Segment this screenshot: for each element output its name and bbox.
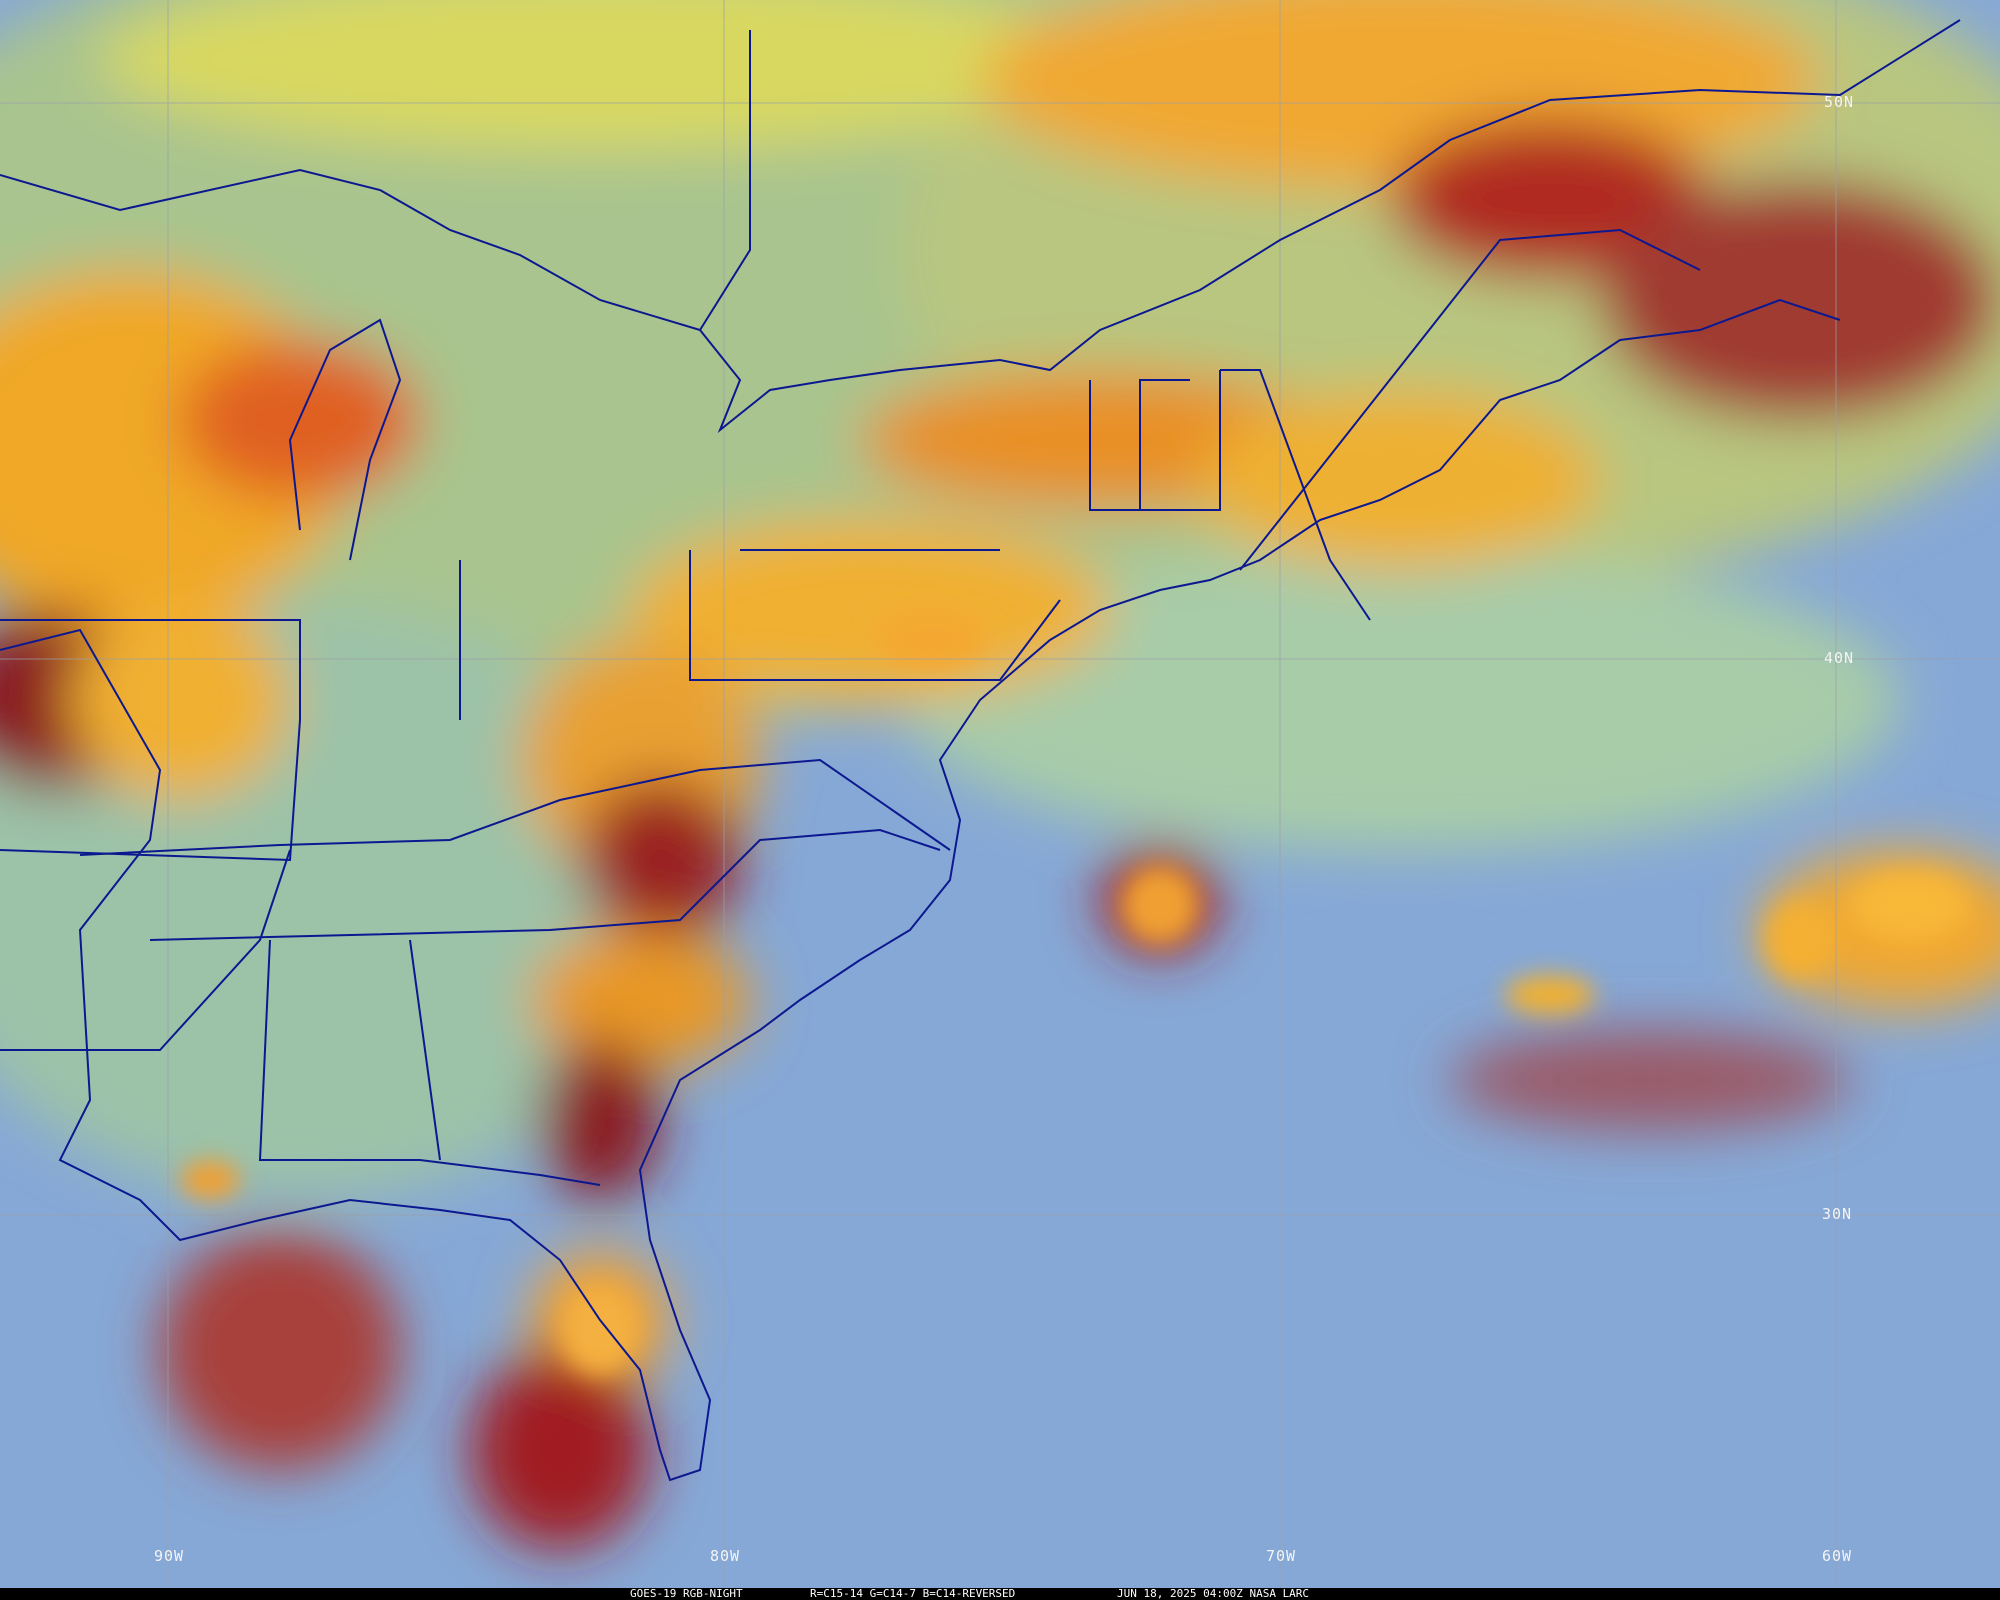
cloud-field [0,0,2000,1550]
latitude-label-50n: 50N [1824,93,1855,111]
latitude-label-40n: 40N [1824,649,1855,667]
longitude-label-80w: 80W [710,1547,741,1565]
caption-timestamp: JUN 18, 2025 04:00Z NASA LARC [1117,1587,1310,1600]
caption-satellite: GOES-19 RGB-NIGHT [630,1587,743,1600]
caption-channels: R=C15-14 G=C14-7 B=C14-REVERSED [810,1587,1016,1600]
coastlines-and-borders [0,19,1961,1482]
image-caption-bar: GOES-19 RGB-NIGHT R=C15-14 G=C14-7 B=C14… [0,1588,2000,1600]
convective-cells [180,610,1970,1375]
longitude-label-90w: 90W [154,1547,185,1565]
longitude-label-60w: 60W [1822,1547,1853,1565]
longitude-label-70w: 70W [1266,1547,1297,1565]
latitude-label-30n: 30N [1822,1205,1853,1223]
